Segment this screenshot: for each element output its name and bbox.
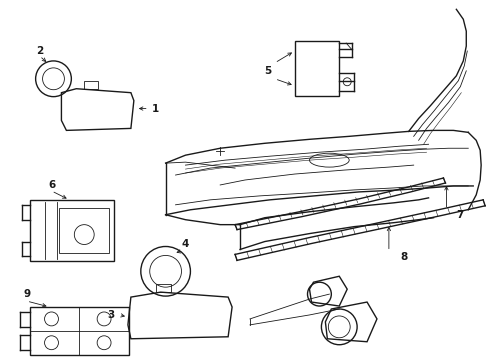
Text: 6: 6 — [48, 180, 55, 190]
Text: 7: 7 — [457, 210, 464, 220]
Text: 2: 2 — [36, 46, 43, 56]
Text: 1: 1 — [152, 104, 159, 113]
Text: 3: 3 — [107, 310, 115, 320]
Text: 8: 8 — [400, 252, 407, 262]
Text: 4: 4 — [182, 239, 189, 249]
Text: 9: 9 — [23, 289, 30, 299]
Text: 5: 5 — [264, 66, 271, 76]
